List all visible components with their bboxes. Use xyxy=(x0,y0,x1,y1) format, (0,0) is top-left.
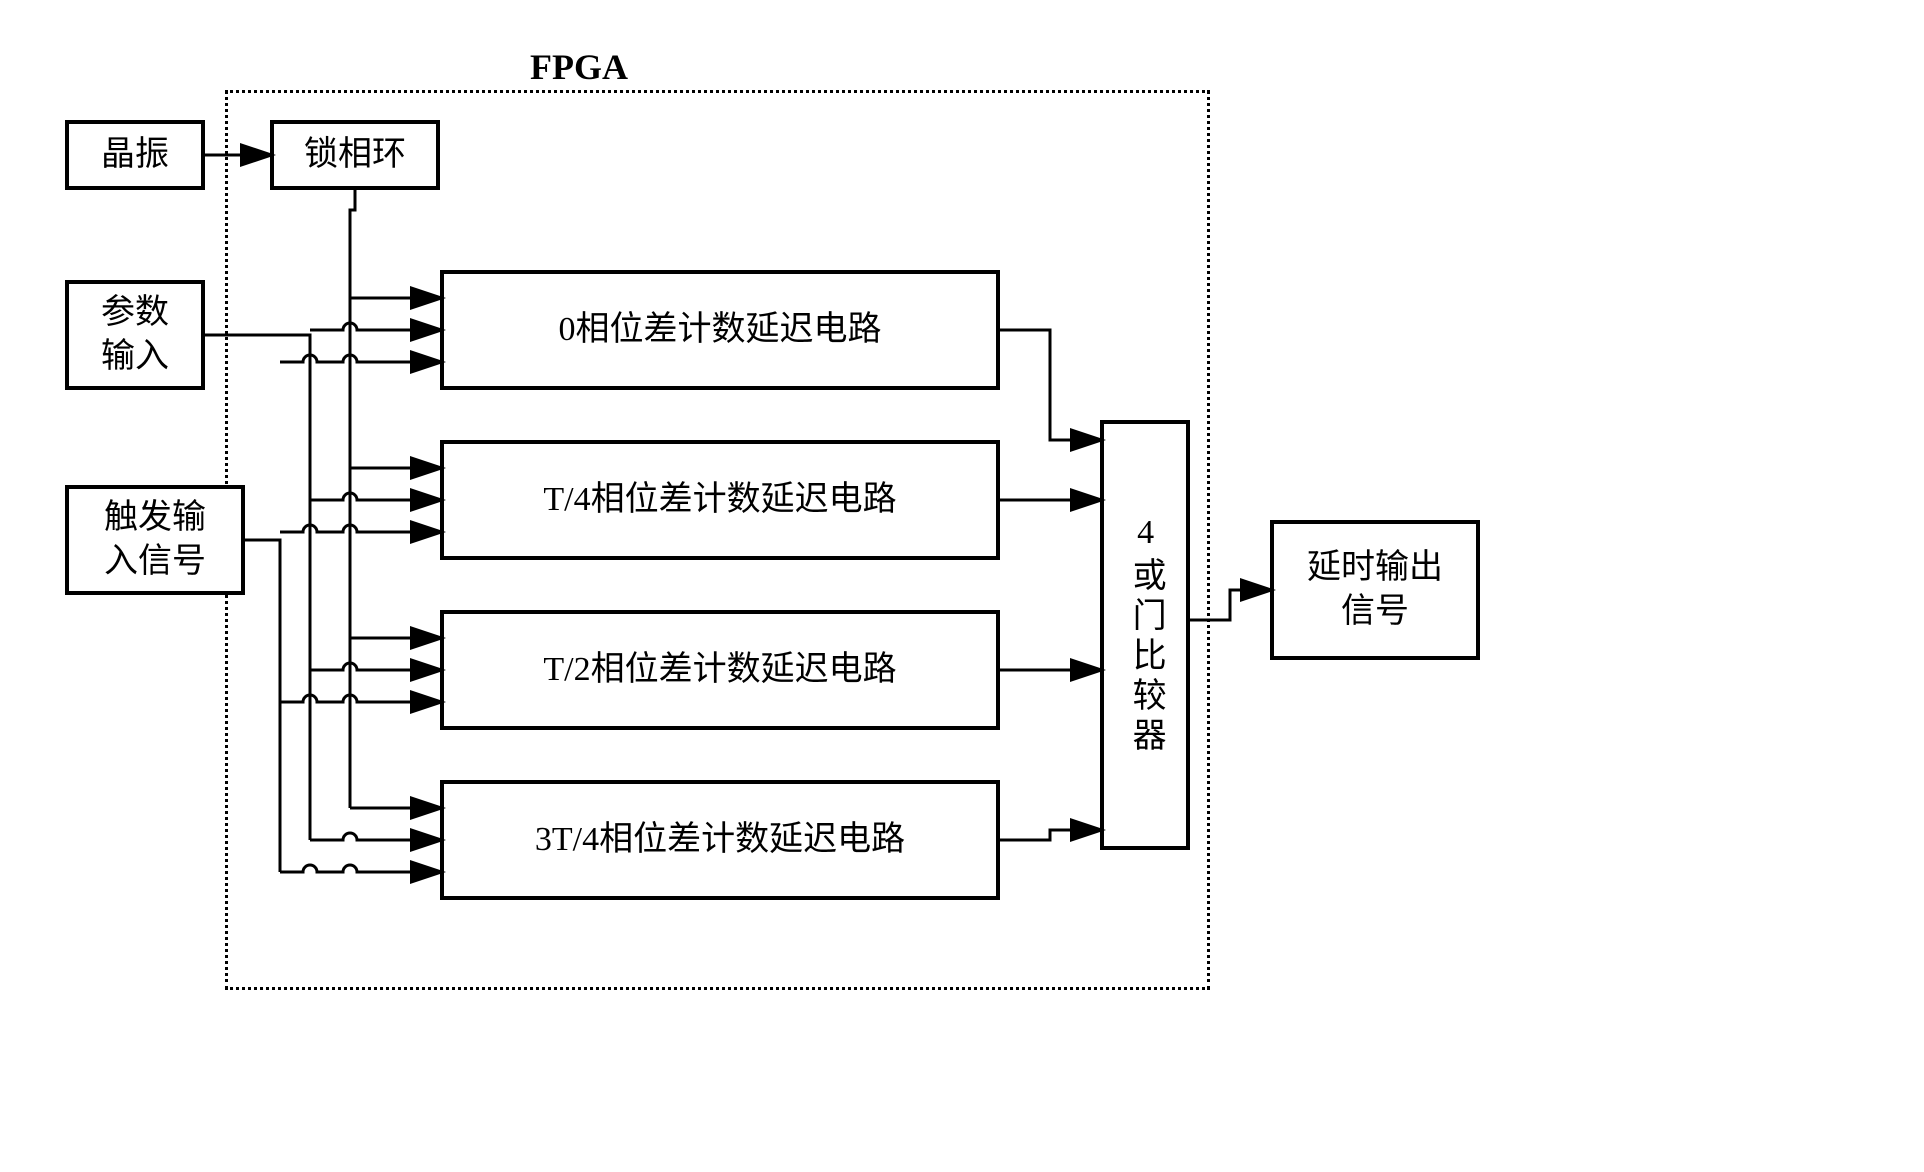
output-line1: 延时输出 xyxy=(1307,546,1443,590)
output-line2: 信号 xyxy=(1341,590,1409,634)
delay-0-label: 0相位差计数延迟电路 xyxy=(559,308,882,352)
trigger-line2: 入信号 xyxy=(104,540,206,584)
pll-block: 锁相环 xyxy=(270,120,440,190)
fpga-title: FPGA xyxy=(530,46,628,88)
param-line2: 输入 xyxy=(101,335,169,379)
crystal-label: 晶振 xyxy=(101,133,169,177)
trigger-line1: 触发输 xyxy=(104,496,206,540)
delay-output-block: 延时输出 信号 xyxy=(1270,520,1480,660)
or-gate-label: 4或门比较器 xyxy=(1123,514,1167,757)
param-line1: 参数 xyxy=(101,291,169,335)
or-gate-comparator-block: 4或门比较器 xyxy=(1100,420,1190,850)
pll-label: 锁相环 xyxy=(304,133,406,177)
delay-0-block: 0相位差计数延迟电路 xyxy=(440,270,1000,390)
diagram-root: FPGA 晶振 锁相环 参数 输入 触发输 入信号 0相位差计数延迟电路 T/4… xyxy=(40,40,1500,1020)
delay-t2-label: T/2相位差计数延迟电路 xyxy=(543,648,896,692)
delay-3t4-label: 3T/4相位差计数延迟电路 xyxy=(535,818,905,862)
delay-3t4-block: 3T/4相位差计数延迟电路 xyxy=(440,780,1000,900)
trigger-input-block: 触发输 入信号 xyxy=(65,485,245,595)
delay-t2-block: T/2相位差计数延迟电路 xyxy=(440,610,1000,730)
delay-t4-label: T/4相位差计数延迟电路 xyxy=(543,478,896,522)
delay-t4-block: T/4相位差计数延迟电路 xyxy=(440,440,1000,560)
param-input-block: 参数 输入 xyxy=(65,280,205,390)
crystal-oscillator-block: 晶振 xyxy=(65,120,205,190)
